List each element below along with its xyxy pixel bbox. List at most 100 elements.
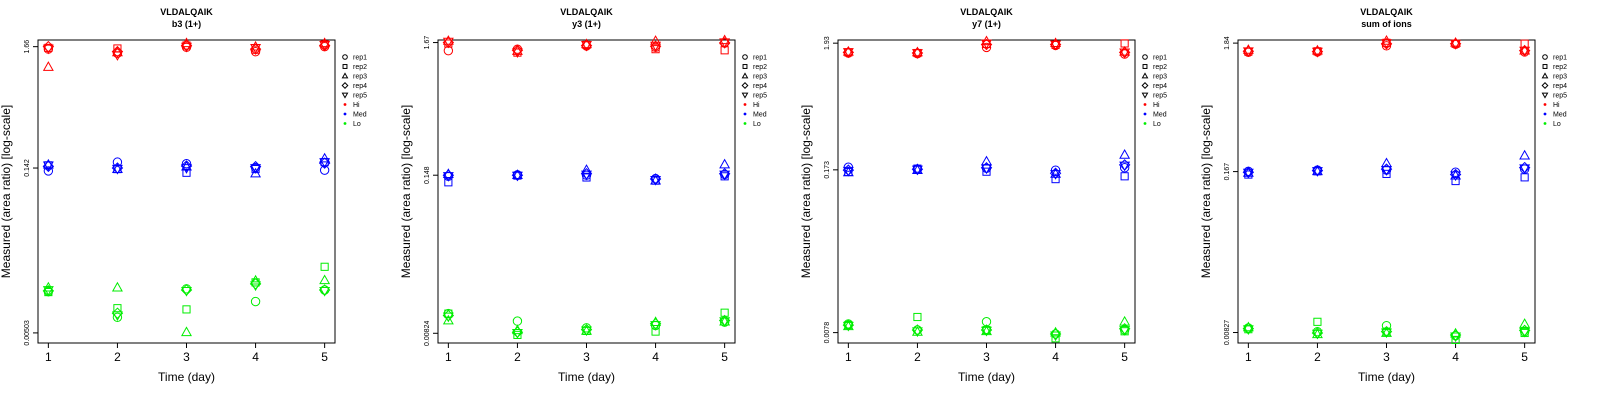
legend-label: Lo	[1553, 121, 1561, 128]
y-tick-label: 1.93	[824, 36, 831, 50]
legend-label: rep1	[353, 55, 367, 62]
legend-marker-rep4	[1541, 82, 1549, 89]
point-lo-rep5	[1519, 327, 1531, 338]
point-lo-rep5	[650, 321, 662, 331]
point-med-rep3	[1519, 149, 1531, 160]
legend-marker-rep1	[742, 54, 748, 60]
x-tick-label: 2	[114, 350, 121, 364]
legend-label: rep4	[753, 83, 767, 90]
point-med-rep5	[1050, 170, 1062, 180]
legend-label: Med	[1153, 112, 1167, 119]
point-med-rep5	[981, 164, 992, 175]
x-tick-label: 1	[45, 350, 52, 364]
legend-label: Med	[1553, 112, 1567, 119]
point-med-rep5	[42, 161, 54, 172]
point-hi-rep3	[42, 61, 54, 71]
point-hi-rep3	[1119, 45, 1131, 56]
legend: rep1 rep2 rep3 rep4 rep5 Hi Med Lo	[1141, 54, 1167, 128]
x-tick-label: 5	[721, 350, 728, 364]
point-lo-rep2	[1451, 335, 1460, 345]
legend-label: rep1	[1153, 55, 1167, 62]
y-tick-label: 0.0078	[824, 322, 831, 344]
y-axis-label: Measured (area ratio) [log-scale]	[0, 105, 13, 278]
point-med-rep5	[719, 170, 731, 181]
x-axis-label: Time (day)	[558, 370, 615, 384]
point-lo-rep2	[651, 327, 660, 336]
point-lo-rep5	[111, 311, 123, 322]
point-lo-rep1	[912, 325, 923, 335]
point-lo-rep3	[442, 314, 454, 325]
legend-label: Hi	[1153, 102, 1160, 109]
point-lo-rep5	[581, 326, 592, 337]
point-med-rep3	[1050, 168, 1062, 178]
legend-marker-med	[1543, 112, 1547, 116]
point-hi-rep5	[1119, 48, 1131, 59]
x-axis-label: Time (day)	[158, 370, 215, 384]
point-med-rep2	[444, 178, 453, 187]
point-med-rep2	[1051, 175, 1060, 184]
point-hi-rep5	[1311, 47, 1323, 58]
legend-label: rep3	[353, 74, 367, 81]
point-med-rep3	[719, 158, 731, 169]
legend-label: rep4	[1553, 83, 1567, 90]
point-med-rep3	[181, 160, 192, 171]
legend-label: rep5	[753, 93, 767, 100]
point-lo-rep5	[511, 329, 523, 339]
point-med-rep5	[1311, 167, 1323, 177]
legend-marker-rep3	[1141, 72, 1149, 79]
chart-subtitle: b3 (1+)	[172, 19, 201, 29]
legend-label: rep1	[1553, 55, 1567, 62]
point-med-rep5	[111, 164, 123, 175]
point-lo-rep5	[1050, 331, 1062, 342]
x-tick-label: 2	[514, 350, 521, 364]
x-tick-label: 3	[583, 350, 590, 364]
point-lo-rep1	[1050, 329, 1061, 339]
x-tick-label: 4	[252, 350, 259, 364]
point-hi-rep5	[1450, 39, 1462, 50]
point-hi-rep1	[981, 42, 992, 53]
point-lo-rep5	[842, 321, 854, 332]
chart-subtitle: y7 (1+)	[972, 19, 1001, 29]
point-med-rep3	[1311, 165, 1323, 176]
legend-label: rep4	[1153, 83, 1167, 90]
x-tick-label: 2	[914, 350, 921, 364]
plot-frame	[837, 39, 1136, 344]
legend-marker-lo	[1143, 122, 1147, 125]
x-tick-label: 5	[1521, 350, 1528, 364]
legend-marker-rep4	[741, 82, 749, 89]
point-med-rep2	[182, 168, 191, 177]
point-lo-rep1	[512, 316, 523, 326]
legend-label: Hi	[753, 102, 760, 109]
point-hi-rep5	[719, 38, 731, 49]
point-med-rep5	[1119, 161, 1131, 172]
chart-title: VLDALQAIK	[160, 7, 213, 17]
point-med-rep5	[1381, 166, 1392, 176]
legend: rep1 rep2 rep3 rep4 rep5 Hi Med Lo	[1541, 54, 1567, 128]
point-med-rep5	[442, 172, 454, 182]
legend-marker-med	[1143, 112, 1147, 116]
panel-3: VLDALQAIK y7 (1+) 1 2 3 4 5 Time (day) 0.0078 0.1…	[799, 7, 1167, 384]
legend: rep1 rep2 rep3 rep4 rep5 Hi Med Lo	[741, 54, 767, 128]
point-lo-rep5	[442, 312, 454, 323]
legend-marker-hi	[1543, 103, 1547, 106]
y-tick-label: 1.66	[24, 40, 31, 54]
x-tick-label: 3	[183, 350, 190, 364]
point-hi-rep5	[1242, 47, 1254, 58]
point-med-rep2	[1382, 169, 1391, 178]
legend-marker-lo	[1543, 122, 1547, 125]
chart-title: VLDALQAIK	[960, 7, 1013, 17]
point-lo-rep5	[911, 327, 923, 338]
point-hi-rep3	[511, 45, 523, 55]
point-lo-rep2	[320, 262, 329, 271]
point-lo-rep2	[913, 312, 922, 322]
legend-marker-rep5	[1541, 92, 1549, 99]
x-tick-label: 3	[983, 350, 990, 364]
x-tick-label: 4	[1052, 350, 1059, 364]
legend-label: Hi	[1553, 102, 1560, 109]
legend-label: rep2	[353, 64, 367, 71]
point-lo-rep3	[181, 326, 192, 337]
x-tick-label: 1	[1245, 350, 1252, 364]
point-med-rep5	[650, 175, 662, 186]
point-med-rep5	[581, 170, 592, 181]
point-hi-rep3	[1450, 36, 1462, 47]
